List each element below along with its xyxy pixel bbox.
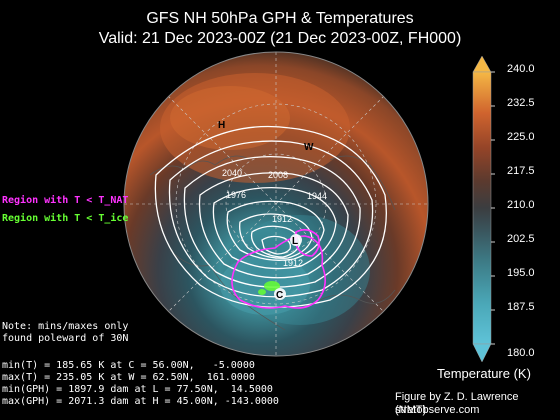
colorbar-tick: 210.0 — [507, 199, 535, 211]
colorbar-tick: 225.0 — [507, 131, 535, 143]
stat-max-gph: max(GPH) = 2071.3 dam at H = 45.00N, -14… — [2, 396, 279, 407]
colorbar-tick: 217.5 — [507, 165, 535, 177]
contour-label: 1976 — [226, 190, 246, 200]
ice-legend-label: Region with T < T_ice — [2, 213, 129, 224]
map-title: GFS NH 50hPa GPH & Temperatures — [146, 10, 414, 27]
nat-legend-label: Region with T < T_NAT — [2, 195, 129, 206]
contour-label: 2040 — [222, 168, 242, 178]
colorbar-tick: 240.0 — [507, 63, 535, 75]
contour-label: 1912 — [283, 258, 303, 268]
contour-label: 2008 — [268, 170, 288, 180]
max-temp-marker: W — [304, 142, 314, 153]
website-credit: stratobserve.com — [395, 404, 480, 416]
gph-contours — [154, 125, 387, 308]
contour-label: 1944 — [307, 191, 327, 201]
colorbar-title: Temperature (K) — [437, 366, 531, 381]
note-line: Note: mins/maxes only — [2, 321, 129, 332]
contour-label: 1912 — [272, 214, 292, 224]
ice-region — [258, 281, 280, 295]
stat-min-temp: min(T) = 185.65 K at C = 56.00N, -5.0000 — [2, 360, 255, 371]
colorbar-tick: 187.5 — [507, 301, 535, 313]
note-line: found poleward of 30N — [2, 333, 129, 344]
max-gph-marker: H — [218, 120, 225, 131]
valid-time-subtitle: Valid: 21 Dec 2023-00Z (21 Dec 2023-00Z,… — [98, 30, 462, 47]
figure-credit: Figure by Z. D. Lawrence (NMT) — [395, 391, 519, 416]
colorbar-tick: 202.5 — [507, 233, 535, 245]
min-temp-marker: C — [276, 290, 283, 301]
colorbar — [472, 55, 495, 363]
nat-region — [231, 228, 326, 309]
stat-min-gph: min(GPH) = 1897.9 dam at L = 77.50N, 14.… — [2, 384, 273, 395]
colorbar-tick: 180.0 — [507, 347, 535, 359]
colorbar-tick: 195.0 — [507, 267, 535, 279]
colorbar-tick: 232.5 — [507, 97, 535, 109]
min-gph-marker: L — [292, 236, 298, 247]
stat-max-temp: max(T) = 235.05 K at W = 62.50N, 161.000… — [2, 372, 255, 383]
